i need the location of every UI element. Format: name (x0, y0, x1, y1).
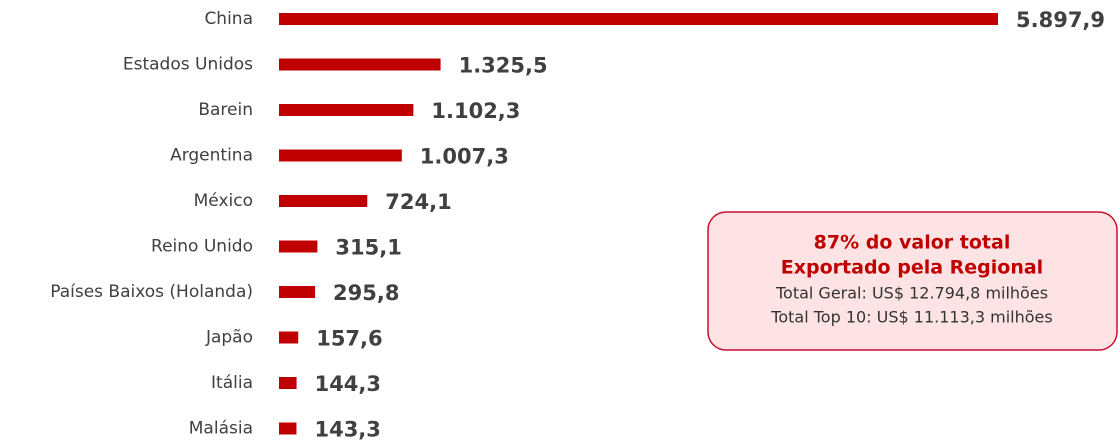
value-label: 143,3 (314, 418, 380, 442)
category-label: México (194, 191, 253, 211)
category-label: China (204, 9, 253, 29)
category-label: Itália (211, 373, 253, 393)
bar (279, 104, 414, 116)
value-label: 315,1 (335, 236, 401, 260)
bar (279, 58, 441, 71)
bar (279, 331, 299, 344)
bar (279, 240, 318, 253)
annotation: Total Top 10: US$ 11.113,3 milhões (770, 308, 1052, 327)
category-label: Japão (205, 328, 253, 348)
bar (279, 286, 316, 298)
bar (279, 422, 297, 435)
category-label: Reino Unido (151, 237, 253, 257)
bar (279, 149, 402, 162)
value-label: 5.897,9 (1016, 8, 1105, 32)
bar (279, 195, 368, 207)
value-label: 295,8 (333, 281, 399, 305)
category-label: Estados Unidos (123, 55, 253, 75)
value-label: 724,1 (385, 190, 451, 214)
bar (279, 13, 998, 25)
annotation-box (707, 211, 1118, 351)
category-label: Argentina (170, 146, 253, 166)
bar (279, 377, 297, 389)
category-label: Malásia (189, 419, 253, 439)
annotation: 87% do valor total (814, 232, 1011, 254)
value-label: 144,3 (315, 372, 381, 396)
annotation: Total Geral: US$ 12.794,8 milhões (775, 284, 1048, 303)
category-label: Países Baixos (Holanda) (50, 282, 253, 302)
category-label: Barein (198, 100, 253, 120)
value-label: 1.102,3 (431, 99, 520, 123)
annotation: Exportado pela Regional (781, 257, 1043, 279)
value-label: 157,6 (316, 327, 382, 351)
value-label: 1.007,3 (420, 145, 509, 169)
value-label: 1.325,5 (459, 54, 548, 78)
